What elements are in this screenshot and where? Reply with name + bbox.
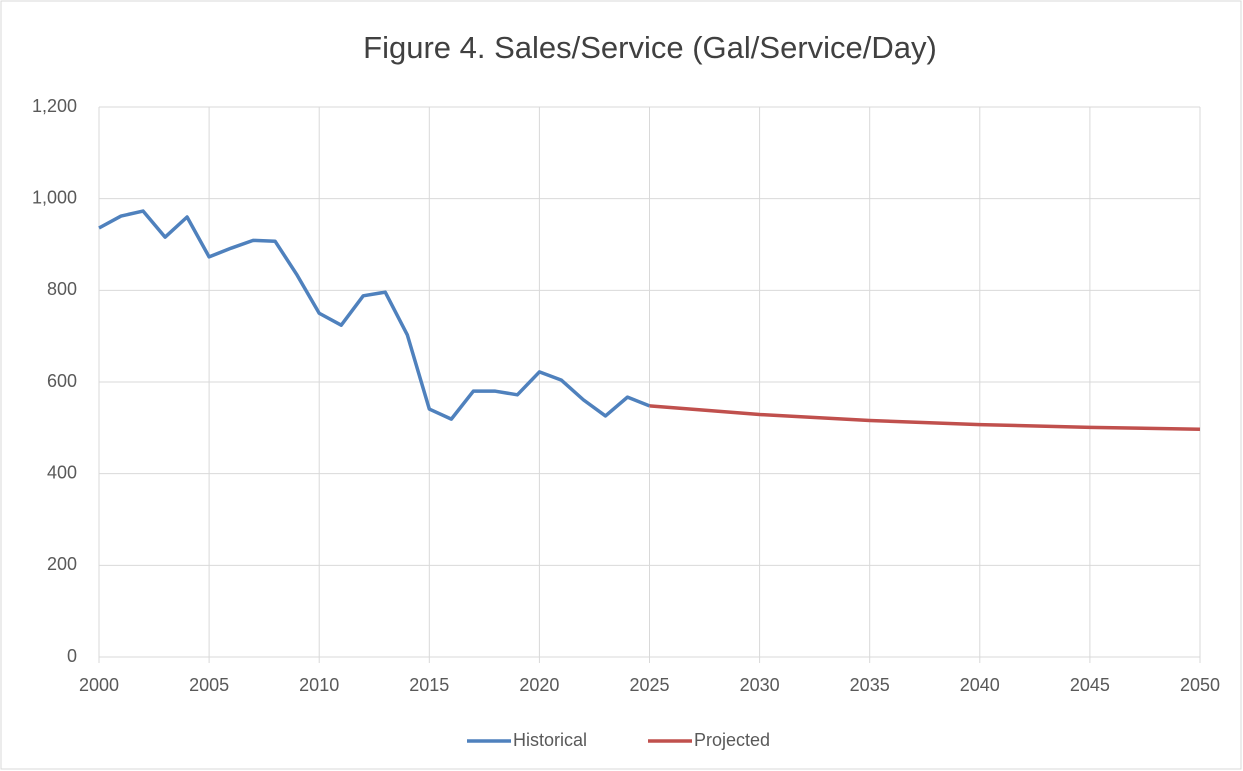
y-tick-label: 0: [67, 646, 77, 666]
x-tick-label: 2020: [519, 675, 559, 695]
x-tick-label: 2025: [629, 675, 669, 695]
x-tick-label: 2040: [960, 675, 1000, 695]
x-tick-label: 2000: [79, 675, 119, 695]
x-tick-label: 2010: [299, 675, 339, 695]
legend-label: Historical: [513, 730, 587, 750]
x-tick-label: 2030: [740, 675, 780, 695]
line-series: [98, 209, 651, 421]
y-tick-label: 1,000: [32, 187, 77, 207]
y-tick-label: 600: [47, 371, 77, 391]
y-tick-label: 800: [47, 279, 77, 299]
line-series: [649, 404, 1201, 431]
y-tick-label: 400: [47, 462, 77, 482]
chart-title: Figure 4. Sales/Service (Gal/Service/Day…: [363, 30, 937, 65]
x-tick-label: 2050: [1180, 675, 1220, 695]
x-tick-label: 2015: [409, 675, 449, 695]
x-tick-label: 2035: [850, 675, 890, 695]
x-tick-label: 2005: [189, 675, 229, 695]
legend-label: Projected: [694, 730, 770, 750]
y-tick-label: 200: [47, 554, 77, 574]
y-tick-label: 1,200: [32, 96, 77, 116]
x-tick-label: 2045: [1070, 675, 1110, 695]
